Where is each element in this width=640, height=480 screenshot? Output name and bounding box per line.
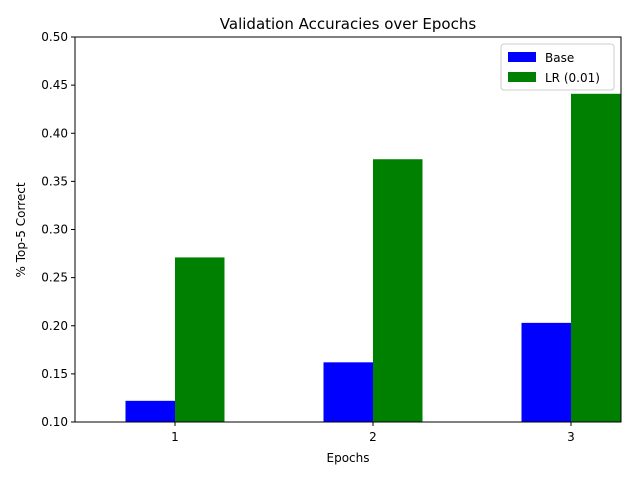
- bar-base-epoch-2: [323, 362, 373, 422]
- bar-base-epoch-1: [125, 400, 175, 422]
- x-tick-label: 3: [567, 430, 575, 444]
- legend-label-2: LR (0.01): [545, 71, 600, 85]
- y-tick-label: 0.25: [41, 271, 68, 285]
- bar-lr-0-01-epoch-3: [571, 93, 621, 422]
- y-tick-label: 0.15: [41, 367, 68, 381]
- y-tick-label: 0.30: [41, 223, 68, 237]
- y-tick-label: 0.40: [41, 126, 68, 140]
- x-tick-label: 2: [369, 430, 377, 444]
- x-axis-label: Epochs: [327, 451, 370, 465]
- bar-lr-0-01-epoch-1: [175, 257, 225, 422]
- bar-base-epoch-3: [521, 322, 571, 422]
- legend: Base LR (0.01): [500, 43, 615, 91]
- y-tick-label: 0.45: [41, 78, 68, 92]
- chart-title: Validation Accuracies over Epochs: [220, 15, 477, 33]
- y-axis-label: % Top-5 Correct: [14, 182, 28, 277]
- y-tick-label: 0.20: [41, 319, 68, 333]
- y-tick-label: 0.35: [41, 174, 68, 188]
- legend-swatch-2: [508, 72, 536, 82]
- bar-lr-0-01-epoch-2: [373, 159, 423, 423]
- legend-label-1: Base: [545, 51, 574, 65]
- x-tick-label: 1: [171, 430, 179, 444]
- plot-area: 0.10 0.15 0.20 0.25 0.30 0.35 0.40 0.45 0.50 1 2 3: [41, 30, 622, 444]
- y-tick-label: 0.10: [41, 415, 68, 429]
- y-tick-label: 0.50: [41, 30, 68, 44]
- legend-swatch-1: [508, 52, 536, 62]
